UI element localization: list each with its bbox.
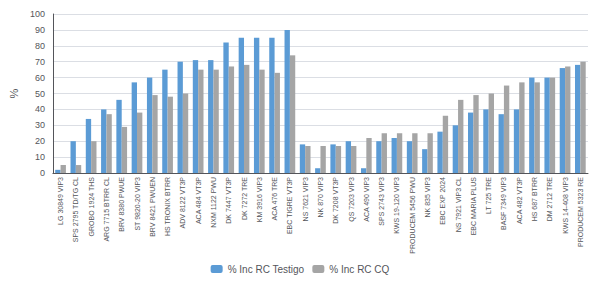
- svg-text:ACA 482 VT3P: ACA 482 VT3P: [516, 177, 523, 224]
- svg-text:20: 20: [35, 136, 45, 146]
- svg-text:ST 9820-20 VIP3: ST 9820-20 VIP3: [134, 177, 141, 231]
- svg-text:EBC MARIA PLUS: EBC MARIA PLUS: [470, 177, 477, 236]
- svg-text:ACA 484 VT3P: ACA 484 VT3P: [195, 177, 202, 224]
- svg-text:50: 50: [35, 89, 45, 99]
- svg-text:BRV 8421 PWUEN: BRV 8421 PWUEN: [149, 177, 156, 237]
- svg-text:DK 7447 VT3P: DK 7447 VT3P: [225, 177, 232, 224]
- svg-text:NXM 1122 PWU: NXM 1122 PWU: [210, 177, 217, 228]
- svg-text:HS TRONIX BTRR: HS TRONIX BTRR: [164, 177, 171, 236]
- svg-text:DM 2712 TRE: DM 2712 TRE: [546, 177, 553, 222]
- svg-text:70: 70: [35, 57, 45, 67]
- svg-text:40: 40: [35, 104, 45, 114]
- svg-text:SPS 2795 TD/TG CL: SPS 2795 TD/TG CL: [72, 177, 79, 242]
- svg-text:NS 7621 VIP3: NS 7621 VIP3: [302, 177, 309, 221]
- svg-text:ACA 476 TRE: ACA 476 TRE: [271, 177, 278, 221]
- svg-text:BASF 7349 VIP3: BASF 7349 VIP3: [500, 177, 507, 230]
- svg-text:KM 3916 VIP3: KM 3916 VIP3: [256, 177, 263, 222]
- svg-text:NK 870 VIP3: NK 870 VIP3: [317, 177, 324, 218]
- svg-text:EBC TIGRE VT3P: EBC TIGRE VT3P: [286, 177, 293, 234]
- svg-text:QS 7203 VIP3: QS 7203 VIP3: [348, 177, 356, 222]
- svg-text:% Inc RC Testigo: % Inc RC Testigo: [228, 264, 305, 275]
- svg-text:ADV 8122 VT3P: ADV 8122 VT3P: [179, 177, 186, 229]
- svg-text:KWS 14-408 VIP3: KWS 14-408 VIP3: [562, 177, 569, 234]
- svg-text:NK 835 VIP3: NK 835 VIP3: [424, 177, 431, 218]
- svg-text:ACA 490 VIP3: ACA 490 VIP3: [363, 177, 370, 222]
- svg-text:SPS 2743 VIP3: SPS 2743 VIP3: [378, 177, 385, 226]
- svg-text:DK 7272 TRE: DK 7272 TRE: [241, 177, 248, 220]
- svg-text:BRV 8380 PWUE: BRV 8380 PWUE: [118, 177, 125, 232]
- svg-text:PRODUCEM 5456 PWU: PRODUCEM 5456 PWU: [409, 177, 416, 254]
- svg-text:% Inc RC CQ: % Inc RC CQ: [329, 264, 389, 275]
- svg-text:HS 687 BTRR: HS 687 BTRR: [531, 177, 538, 221]
- svg-text:100: 100: [30, 9, 45, 19]
- svg-text:GROBO 1924 THS: GROBO 1924 THS: [88, 177, 95, 237]
- svg-text:%: %: [8, 88, 20, 98]
- svg-text:30: 30: [35, 120, 45, 130]
- svg-text:LG 30849 VIP3: LG 30849 VIP3: [57, 177, 64, 225]
- svg-text:DK 7208 VT3P: DK 7208 VT3P: [332, 177, 339, 224]
- svg-text:90: 90: [35, 25, 45, 35]
- svg-text:KWS 19-120 VIP3: KWS 19-120 VIP3: [393, 177, 400, 234]
- svg-text:80: 80: [35, 41, 45, 51]
- svg-text:10: 10: [35, 152, 45, 162]
- svg-text:LT 725 TRE: LT 725 TRE: [485, 177, 492, 214]
- svg-text:NS 7921 VIP3 CL: NS 7921 VIP3 CL: [455, 177, 462, 232]
- svg-text:0: 0: [40, 168, 45, 178]
- svg-text:60: 60: [35, 73, 45, 83]
- svg-text:EBC EXP 2024: EBC EXP 2024: [439, 177, 446, 225]
- svg-text:PRODUCEM 5323 RE: PRODUCEM 5323 RE: [577, 177, 584, 247]
- svg-text:ARG 7715 BTRR CL: ARG 7715 BTRR CL: [103, 177, 110, 242]
